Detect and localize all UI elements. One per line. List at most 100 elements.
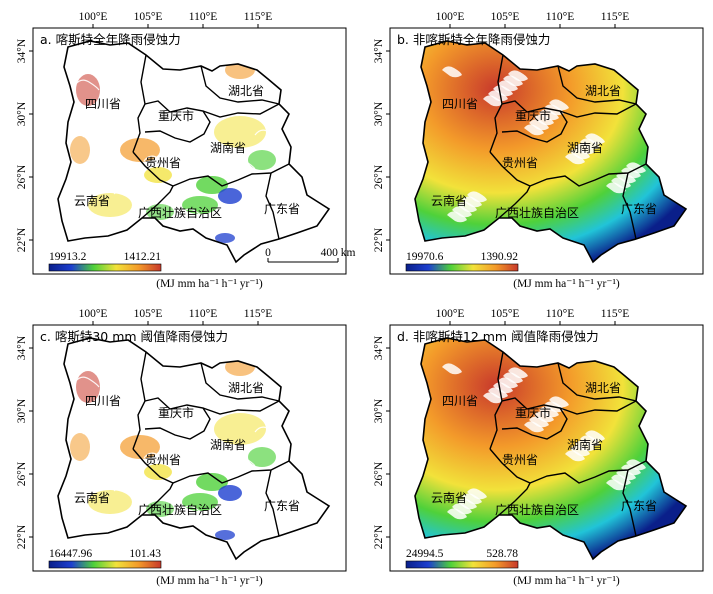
y-tick-label: 30°N xyxy=(16,398,28,423)
x-tick-label: 100°E xyxy=(79,11,108,23)
region-outline xyxy=(414,40,688,264)
legend-high-value: 19970.6 xyxy=(406,251,444,263)
province-boundary xyxy=(141,185,174,219)
map-panel-a: 100°E 105°E 110°E 115°E 34°N 30°N 26°N 22°N a. 喀… xyxy=(0,0,356,297)
province-label: 贵州省 xyxy=(502,453,538,467)
x-tick-label: 110°E xyxy=(189,308,217,320)
province-boundary xyxy=(265,172,280,240)
province-label: 广东省 xyxy=(264,202,300,216)
province-label: 湖南省 xyxy=(210,437,246,452)
province-label: 四川省 xyxy=(442,97,478,111)
region-fill xyxy=(415,41,686,262)
province-label: 云南省 xyxy=(431,193,467,208)
map-frame xyxy=(32,27,347,275)
province-label: 湖南省 xyxy=(210,140,246,155)
erosivity-patches xyxy=(442,363,646,520)
province-label: 广东省 xyxy=(621,202,657,216)
province-boundary xyxy=(622,172,637,240)
province-boundary xyxy=(141,482,174,516)
unit-label: (MJ mm ha⁻¹ h⁻¹ yr⁻¹) xyxy=(513,575,620,587)
map-frame xyxy=(389,27,704,275)
province-label: 重庆市 xyxy=(515,405,551,420)
x-tick-label: 105°E xyxy=(491,308,520,320)
y-tick-label: 22°N xyxy=(373,524,385,549)
province-boundary xyxy=(489,151,647,187)
x-tick-label: 100°E xyxy=(79,308,108,320)
map-svg-c: 100°E 105°E 110°E 115°E 34°N 30°N 26°N 22°N c. 喀… xyxy=(16,308,347,587)
province-boundary xyxy=(202,103,280,118)
province-boundary xyxy=(501,397,568,440)
province-boundary xyxy=(489,448,647,484)
y-tick-label: 26°N xyxy=(373,461,385,486)
legend-low-value: 101.43 xyxy=(129,548,161,560)
province-label: 重庆市 xyxy=(158,405,194,420)
province-boundary xyxy=(622,469,637,537)
x-tick-label: 115°E xyxy=(601,11,629,23)
province-label: 湖北省 xyxy=(585,83,621,98)
province-boundary xyxy=(132,54,147,153)
legend-high-value: 19913.2 xyxy=(49,251,87,263)
province-label: 云南省 xyxy=(74,490,110,505)
panel-title: c. 喀斯特30 mm 阈值降雨侵蚀力 xyxy=(40,329,228,344)
panel-title: d. 非喀斯特12 mm 阈值降雨侵蚀力 xyxy=(397,329,599,344)
province-boundary xyxy=(501,100,568,143)
x-tick-label: 115°E xyxy=(244,308,272,320)
unit-label: (MJ mm ha⁻¹ h⁻¹ yr⁻¹) xyxy=(156,575,263,587)
scalebar-start: 0 xyxy=(265,247,271,259)
y-tick-label: 34°N xyxy=(373,335,385,360)
y-tick-label: 26°N xyxy=(16,461,28,486)
province-label: 广西壮族自治区 xyxy=(138,503,222,517)
unit-label: (MJ mm ha⁻¹ h⁻¹ yr⁻¹) xyxy=(156,278,263,290)
legend-colorbar xyxy=(405,560,519,569)
y-tick-label: 26°N xyxy=(16,164,28,189)
province-label: 贵州省 xyxy=(145,156,181,170)
province-label: 四川省 xyxy=(442,394,478,408)
province-boundary xyxy=(489,54,504,153)
province-label: 湖北省 xyxy=(228,380,264,395)
legend-high-value: 24994.5 xyxy=(406,548,444,560)
province-boundary xyxy=(200,65,280,105)
y-tick-label: 30°N xyxy=(373,398,385,423)
scalebar-end: 400 km xyxy=(321,247,356,259)
province-boundary xyxy=(132,351,147,450)
legend-colorbar xyxy=(405,263,519,272)
erosivity-patches xyxy=(69,346,317,540)
panel-title: b. 非喀斯特全年降雨侵蚀力 xyxy=(397,32,550,47)
province-label: 广西壮族自治区 xyxy=(138,206,222,220)
province-boundary xyxy=(559,400,637,415)
x-tick-label: 105°E xyxy=(491,11,520,23)
province-label: 四川省 xyxy=(85,394,121,408)
province-boundary xyxy=(265,469,280,537)
y-tick-label: 26°N xyxy=(373,164,385,189)
y-tick-label: 34°N xyxy=(373,38,385,63)
y-tick-label: 30°N xyxy=(16,101,28,126)
province-label: 湖北省 xyxy=(228,83,264,98)
province-boundary xyxy=(144,397,211,440)
province-label: 贵州省 xyxy=(145,453,181,467)
province-label: 云南省 xyxy=(431,490,467,505)
province-boundary xyxy=(557,65,637,105)
panel-title: a. 喀斯特全年降雨侵蚀力 xyxy=(40,32,181,47)
province-label: 广东省 xyxy=(621,499,657,513)
y-tick-label: 30°N xyxy=(373,101,385,126)
legend-low-value: 1390.92 xyxy=(481,251,519,263)
province-label: 湖北省 xyxy=(585,380,621,395)
province-label: 重庆市 xyxy=(515,108,551,123)
province-label: 重庆市 xyxy=(158,108,194,123)
x-tick-label: 110°E xyxy=(189,11,217,23)
province-label: 四川省 xyxy=(85,97,121,111)
province-label: 湖南省 xyxy=(567,140,603,155)
y-tick-label: 22°N xyxy=(373,227,385,252)
province-boundary xyxy=(200,362,280,402)
x-tick-label: 100°E xyxy=(436,11,465,23)
x-tick-label: 115°E xyxy=(244,11,272,23)
legend-colorbar xyxy=(48,560,162,569)
province-boundary xyxy=(498,185,531,219)
unit-label: (MJ mm ha⁻¹ h⁻¹ yr⁻¹) xyxy=(513,278,620,290)
province-label: 广西壮族自治区 xyxy=(495,503,579,517)
map-frame xyxy=(389,324,704,572)
legend-low-value: 528.78 xyxy=(486,548,518,560)
map-panel-b: 100°E 105°E 110°E 115°E 34°N 30°N 26°N 22°N b. 非… xyxy=(357,0,713,297)
x-tick-label: 110°E xyxy=(546,11,574,23)
province-boundary xyxy=(132,448,290,484)
